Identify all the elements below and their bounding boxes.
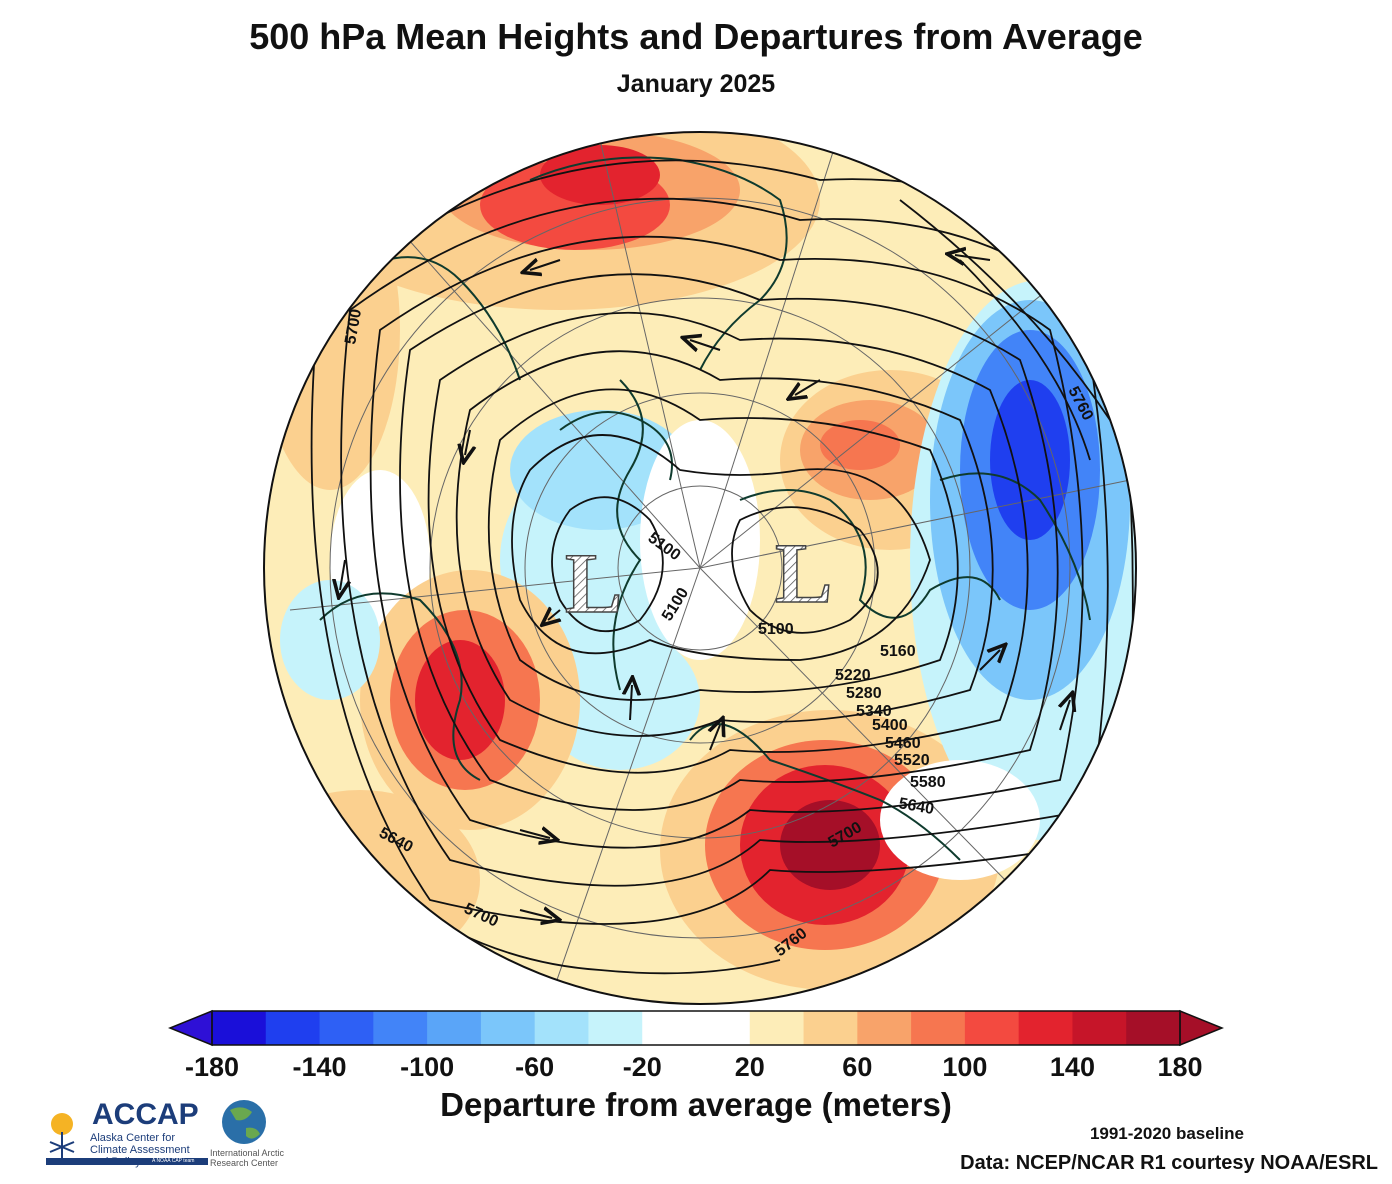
contour-label: 5100 (758, 621, 794, 638)
contour-label: 5160 (880, 643, 916, 660)
colorbar (168, 1009, 1224, 1047)
colorbar-tick-label: 100 (942, 1052, 988, 1082)
colorbar-swatch (964, 1011, 1020, 1045)
contour-label: 5340 (856, 703, 892, 720)
data-credit: Data: NCEP/NCAR R1 courtesy NOAA/ESRL (960, 1152, 1378, 1174)
colorbar-tick-label: 140 (1049, 1052, 1095, 1082)
accap-name: ACCAP (92, 1098, 199, 1131)
accap-bar (46, 1158, 208, 1165)
colorbar-swatch (319, 1011, 374, 1045)
contour-label: 5580 (910, 774, 946, 791)
map-subtitle: January 2025 (616, 70, 776, 98)
colorbar-tick-label: -20 (622, 1052, 662, 1082)
colorbar-tick-label: -140 (292, 1052, 347, 1082)
colorbar-tick-label: 60 (842, 1052, 873, 1082)
contour-label: 5280 (846, 685, 882, 702)
map-title: 500 hPa Mean Heights and Departures from… (249, 16, 1143, 57)
colorbar-swatch (427, 1011, 482, 1045)
colorbar-tick-label: -100 (400, 1052, 455, 1082)
colorbar-swatch (1072, 1011, 1127, 1045)
map-boundary (263, 131, 1137, 1005)
contour-label: 5220 (835, 667, 871, 684)
colorbar-swatch (265, 1011, 321, 1045)
colorbar-swatch (480, 1011, 536, 1045)
contour-label: 5640 (897, 795, 935, 818)
low-marker-west: L (565, 535, 622, 631)
contour-label: 5460 (885, 735, 921, 752)
colorbar-swatches (212, 1011, 1181, 1045)
contour-label: 5700 (342, 308, 365, 346)
colorbar-swatch (1018, 1011, 1073, 1045)
colorbar-swatch (534, 1011, 589, 1045)
globe-icon (222, 1100, 266, 1144)
contour-label: 5400 (872, 717, 908, 734)
colorbar-swatch (1126, 1011, 1181, 1045)
colorbar-swatch (642, 1011, 697, 1045)
colorbar-tick-label: 20 (734, 1052, 765, 1082)
colorbar-swatch (588, 1011, 643, 1045)
colorbar-frame (211, 1010, 1181, 1046)
graticule (289, 132, 1131, 1001)
colorbar-swatch (373, 1011, 428, 1045)
colorbar-label: Departure from average (meters) (440, 1086, 952, 1123)
accap-noaa-text: A NOAA CAP team (152, 1158, 195, 1164)
polar-height-map: L L 5700 5760 5100 5100 5100 5160 5220 5… (263, 131, 1137, 1005)
colorbar-swatch (749, 1011, 805, 1045)
colorbar-tick-label: -60 (515, 1052, 555, 1082)
colorbar-swatch (857, 1011, 912, 1045)
accap-logo: ACCAP Alaska Center for Climate Assessme… (40, 1098, 210, 1168)
colorbar-swatch (803, 1011, 858, 1045)
snowflake-sun-icon (49, 1113, 75, 1160)
colorbar-swatch (696, 1011, 751, 1045)
iarc-logo: International Arctic Research Center (208, 1098, 288, 1168)
iarc-full-name: International Arctic Research Center (210, 1148, 285, 1168)
colorbar-min-arrow (168, 1009, 213, 1047)
flow-arrows (340, 255, 1070, 918)
colorbar-max-arrow (1179, 1009, 1224, 1047)
colorbar-swatch (911, 1011, 966, 1045)
low-marker-east: L (775, 525, 832, 621)
colorbar-tick-label: -180 (184, 1052, 240, 1082)
colorbar-swatch (212, 1011, 267, 1045)
baseline-note: 1991-2020 baseline (1089, 1124, 1244, 1143)
colorbar-tick-label: 180 (1157, 1052, 1203, 1082)
low-centers: L L (564, 524, 833, 632)
contour-label: 5520 (894, 752, 930, 769)
